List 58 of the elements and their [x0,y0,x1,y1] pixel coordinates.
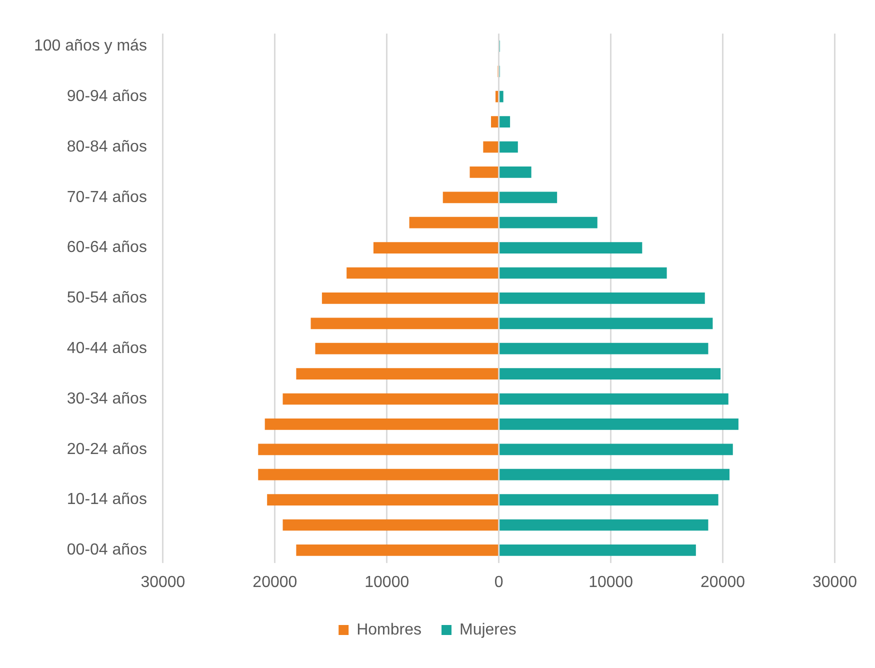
bar [282,519,498,531]
bar [258,468,498,480]
bar [500,544,696,556]
x-tick-label: 30000 [812,574,858,591]
bar [267,494,498,506]
bar [500,494,718,506]
bar [315,342,498,354]
y-tick-label: 60-64 años [66,239,147,256]
bar [282,393,498,405]
y-tick-label: 10-14 años [66,491,147,508]
x-tick-label: 10000 [588,574,634,591]
x-tick-label: 30000 [140,574,186,591]
bar [500,318,713,330]
bar [296,368,498,380]
y-tick-label: 50-54 años [66,290,147,307]
bar [500,141,518,153]
bar [409,216,498,228]
bar [500,242,642,254]
y-tick-label: 40-44 años [66,340,147,358]
bar [500,468,730,480]
bar [495,90,498,102]
bar [500,368,721,380]
bar [500,418,738,430]
bar [310,318,498,330]
bar [483,141,498,153]
y-tick-label: 70-74 años [66,188,147,206]
y-tick-label: 30-34 años [66,390,147,408]
bar [500,519,708,531]
x-tick-label: 0 [494,574,504,591]
bar [491,116,498,128]
y-tick-label: 90-94 años [66,88,147,106]
bar [500,192,558,204]
bar [346,267,498,279]
bar [500,116,510,128]
bar [264,418,498,430]
x-tick-label: 20000 [700,574,746,591]
bar [258,444,498,456]
x-tick-label: 20000 [252,574,298,591]
bar [500,444,733,456]
legend-label: Hombres [356,621,422,638]
x-tick-label: 10000 [364,574,410,591]
bar [500,267,667,279]
bar [500,216,598,228]
bar [500,90,504,102]
y-tick-label: 00-04 años [66,542,147,559]
bar [442,192,498,204]
bar [322,292,498,304]
bar [500,393,728,405]
bar [296,544,498,556]
bar [500,292,705,304]
y-tick-label: 80-84 años [66,138,147,156]
bar [500,342,708,354]
legend-label: Mujeres [460,621,516,638]
y-tick-label: 20-24 años [66,440,147,458]
bar [500,166,532,178]
y-tick-label: 100 años y más [34,38,147,55]
bar [470,166,498,178]
bar [373,242,498,254]
